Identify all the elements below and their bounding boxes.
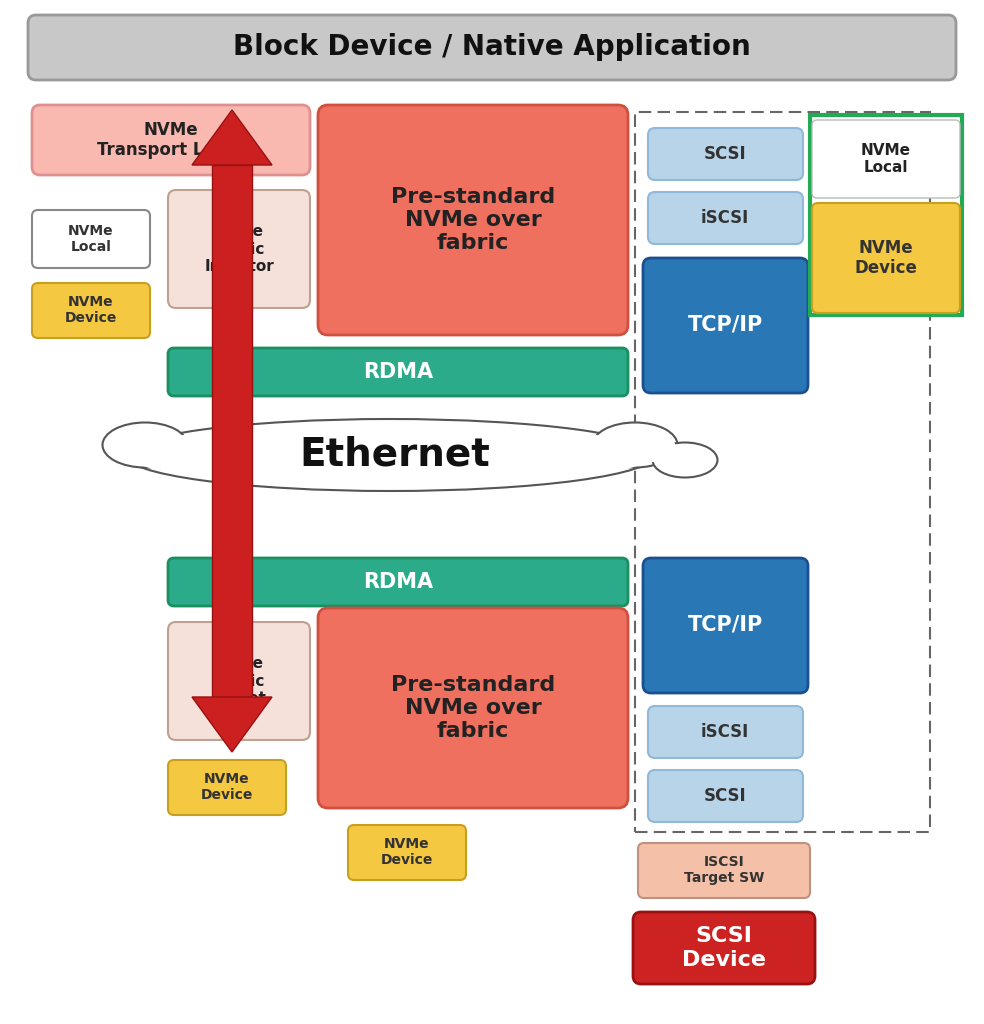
FancyBboxPatch shape [168, 760, 286, 815]
Text: RDMA: RDMA [363, 572, 433, 592]
FancyBboxPatch shape [318, 105, 628, 335]
FancyBboxPatch shape [633, 912, 815, 984]
Ellipse shape [128, 423, 652, 487]
Text: NVMe
Local: NVMe Local [861, 142, 911, 175]
FancyBboxPatch shape [28, 15, 956, 80]
Text: SCSI: SCSI [704, 145, 746, 163]
FancyBboxPatch shape [643, 258, 808, 393]
Text: Pre-standard
NVMe over
fabric: Pre-standard NVMe over fabric [391, 675, 555, 741]
Ellipse shape [102, 423, 188, 468]
FancyBboxPatch shape [168, 190, 310, 308]
FancyBboxPatch shape [32, 283, 150, 338]
Text: NVMe
Device: NVMe Device [381, 837, 433, 867]
Ellipse shape [125, 419, 655, 490]
Text: SCSI
Device: SCSI Device [682, 927, 766, 970]
Text: Block Device / Native Application: Block Device / Native Application [233, 33, 751, 61]
FancyBboxPatch shape [32, 105, 310, 175]
FancyBboxPatch shape [643, 558, 808, 693]
Text: NVMe
Fabric
Initiator: NVMe Fabric Initiator [204, 224, 274, 273]
FancyBboxPatch shape [648, 193, 803, 244]
Text: SCSI: SCSI [704, 787, 746, 805]
FancyBboxPatch shape [168, 558, 628, 606]
Text: NVMe
Device: NVMe Device [201, 772, 253, 802]
Ellipse shape [652, 442, 717, 477]
FancyBboxPatch shape [318, 608, 628, 808]
FancyBboxPatch shape [168, 622, 310, 740]
FancyBboxPatch shape [812, 203, 960, 313]
FancyBboxPatch shape [648, 770, 803, 822]
Polygon shape [212, 165, 252, 697]
Text: NVMe
Fabric
Target: NVMe Fabric Target [212, 656, 267, 706]
Text: RDMA: RDMA [363, 362, 433, 382]
Text: Pre-standard
NVMe over
fabric: Pre-standard NVMe over fabric [391, 186, 555, 253]
FancyBboxPatch shape [648, 706, 803, 758]
Text: ISCSI
Target SW: ISCSI Target SW [684, 855, 765, 885]
FancyBboxPatch shape [168, 348, 628, 396]
Text: TCP/IP: TCP/IP [688, 315, 763, 335]
FancyBboxPatch shape [648, 128, 803, 180]
Ellipse shape [105, 426, 185, 464]
Ellipse shape [592, 423, 678, 468]
Text: Ethernet: Ethernet [299, 436, 490, 474]
Text: iSCSI: iSCSI [701, 209, 749, 227]
Text: NVMe
Local: NVMe Local [68, 224, 114, 254]
Text: TCP/IP: TCP/IP [688, 615, 763, 635]
Ellipse shape [595, 426, 675, 464]
Text: NVMe
Device: NVMe Device [65, 295, 117, 325]
Polygon shape [192, 110, 272, 165]
FancyBboxPatch shape [32, 210, 150, 268]
Text: NVMe
Transport Layer: NVMe Transport Layer [97, 121, 245, 160]
FancyBboxPatch shape [812, 120, 960, 198]
FancyBboxPatch shape [638, 843, 810, 898]
FancyBboxPatch shape [348, 825, 466, 880]
Text: iSCSI: iSCSI [701, 723, 749, 741]
Polygon shape [192, 697, 272, 752]
Text: NVMe
Device: NVMe Device [854, 239, 917, 278]
